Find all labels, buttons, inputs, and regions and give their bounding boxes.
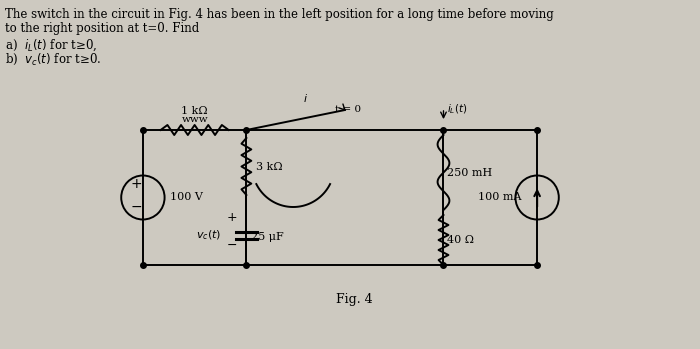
Text: 100 V: 100 V xyxy=(169,193,202,202)
Text: $i$: $i$ xyxy=(304,92,309,104)
Text: b)  $v_c(t)$ for t≥0.: b) $v_c(t)$ for t≥0. xyxy=(5,52,102,67)
Text: $i_L(t)$: $i_L(t)$ xyxy=(447,102,468,116)
Text: Fig. 4: Fig. 4 xyxy=(337,293,373,306)
Text: −: − xyxy=(226,239,237,252)
Text: +: + xyxy=(226,211,237,224)
Text: a)  $i_L(t)$ for t≥0,: a) $i_L(t)$ for t≥0, xyxy=(5,38,97,53)
Text: 3 kΩ: 3 kΩ xyxy=(256,162,283,171)
Text: +: + xyxy=(130,178,142,192)
Text: 100 mA: 100 mA xyxy=(478,193,522,202)
Text: 1 kΩ: 1 kΩ xyxy=(181,106,208,116)
Text: 25 μF: 25 μF xyxy=(251,232,284,242)
Text: t = 0: t = 0 xyxy=(335,105,361,114)
Text: to the right position at t=0. Find: to the right position at t=0. Find xyxy=(5,22,199,35)
Text: www: www xyxy=(181,115,208,124)
Text: The switch in the circuit in Fig. 4 has been in the left position for a long tim: The switch in the circuit in Fig. 4 has … xyxy=(5,8,554,21)
Text: 40 Ω: 40 Ω xyxy=(447,235,475,245)
Text: $v_c(t)$: $v_c(t)$ xyxy=(196,228,222,242)
Text: −: − xyxy=(130,200,142,214)
Text: 250 mH: 250 mH xyxy=(447,168,493,178)
